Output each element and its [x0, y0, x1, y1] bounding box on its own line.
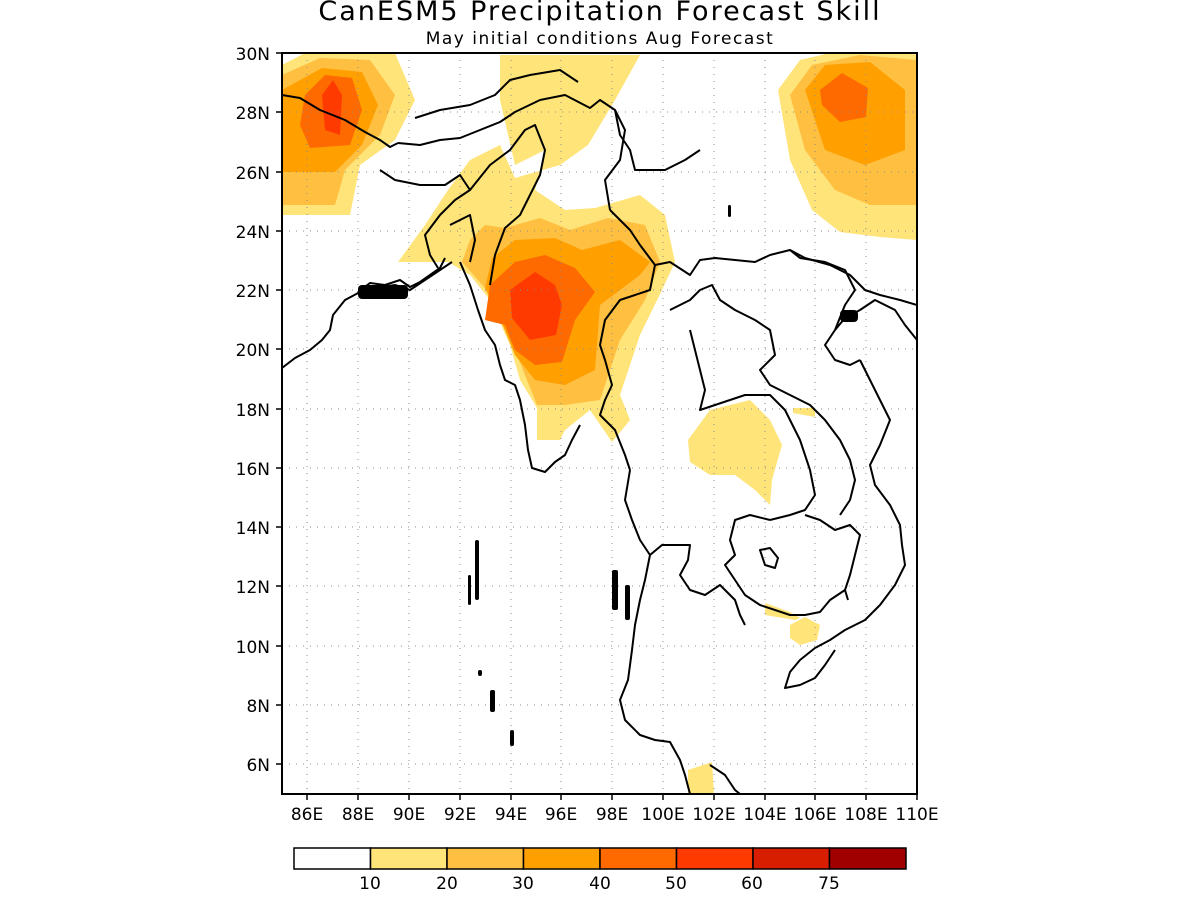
islands: [358, 205, 858, 746]
lon-label: 102E: [692, 805, 735, 825]
lon-label: 88E: [342, 805, 374, 825]
skill-region-myanmar: [398, 55, 675, 442]
island: [840, 310, 858, 322]
thailand-laos-mekong: [689, 329, 816, 521]
lat-label: 8N: [246, 697, 270, 717]
laos-border: [654, 249, 917, 306]
island: [468, 575, 471, 605]
map-frame: [281, 52, 918, 795]
thailand-west: [624, 469, 746, 626]
lon-label: 96E: [545, 805, 577, 825]
lat-label: 22N: [236, 282, 270, 302]
lat-label: 30N: [236, 45, 270, 65]
skill-contour-50: [322, 80, 342, 135]
malay-peninsula: [619, 554, 741, 794]
laos-interior: [669, 284, 856, 516]
colorbar-swatch: [828, 847, 907, 870]
colorbar-swatch: [599, 847, 678, 870]
island: [475, 540, 479, 600]
latitude-labels: 30N 28N 26N 24N 22N 20N 18N 16N 14N 12N …: [236, 45, 270, 776]
colorbar-swatches: [293, 847, 907, 870]
island: [625, 585, 630, 620]
india-east-coast: [282, 261, 453, 369]
lat-label: 10N: [236, 638, 270, 658]
nepal-border: [282, 94, 399, 148]
skill-shading: [282, 53, 917, 794]
lon-label: 100E: [641, 805, 684, 825]
map-title: CanESM5 Precipitation Forecast Skill: [318, 0, 882, 27]
lon-label: 104E: [743, 805, 786, 825]
bangladesh-delta: [357, 257, 446, 293]
island: [358, 285, 408, 299]
skill-contour-40: [820, 73, 868, 122]
colorbar-tick-label: 50: [665, 874, 687, 894]
skill-contour-10: [790, 617, 820, 645]
colorbar-swatch: [369, 847, 448, 870]
longitude-labels: 86E 88E 90E 92E 94E 96E 98E 100E 102E 10…: [291, 805, 939, 825]
skill-contour-50: [510, 272, 562, 340]
lat-label: 26N: [236, 164, 270, 184]
colorbar-tick-label: 20: [436, 874, 458, 894]
cambodia-border: [724, 514, 846, 616]
colorbar-tick-label: 10: [359, 874, 381, 894]
lon-label: 106E: [793, 805, 836, 825]
colorbar-tick-label: 40: [589, 874, 611, 894]
colorbar-swatch: [675, 847, 754, 870]
coastlines-borders: [282, 69, 917, 794]
lon-label: 94E: [495, 805, 527, 825]
skill-region-northeast: [778, 53, 917, 240]
colorbar-tick-label: 60: [741, 874, 763, 894]
lat-label: 16N: [236, 460, 270, 480]
skill-region-northwest: [282, 53, 415, 215]
skill-contour-10: [793, 408, 815, 417]
colorbar-swatch: [293, 847, 372, 870]
lat-label: 20N: [236, 341, 270, 361]
lat-label: 12N: [236, 578, 270, 598]
lon-label: 110E: [895, 805, 938, 825]
lat-label: 28N: [236, 104, 270, 124]
colorbar: 10 20 30 40 50 60 75: [293, 847, 907, 894]
colorbar-swatch: [522, 847, 601, 870]
myanmar-east-border: [599, 209, 656, 471]
island: [490, 690, 495, 712]
island: [510, 730, 514, 746]
colorbar-tick-label: 30: [512, 874, 534, 894]
tonle-sap: [759, 547, 779, 569]
island: [478, 670, 482, 676]
bhutan-border: [414, 69, 579, 119]
map-subtitle: May initial conditions Aug Forecast: [425, 29, 775, 49]
lon-label: 90E: [393, 805, 425, 825]
skill-region-cambodia: [688, 603, 820, 794]
lon-label: 98E: [596, 805, 628, 825]
skill-contour-10: [688, 762, 714, 794]
lon-label: 92E: [444, 805, 476, 825]
lat-label: 14N: [236, 519, 270, 539]
china-border: [614, 109, 701, 171]
lon-label: 108E: [844, 805, 887, 825]
colorbar-labels: 10 20 30 40 50 60 75: [359, 874, 840, 894]
lat-label: 24N: [236, 223, 270, 243]
island: [612, 570, 618, 610]
himalaya-border: [397, 94, 626, 211]
lon-label: 86E: [291, 805, 323, 825]
colorbar-swatch: [446, 847, 525, 870]
lat-label: 18N: [236, 401, 270, 421]
cambodia-vietnam-border: [804, 514, 861, 601]
colorbar-tick-label: 75: [818, 874, 840, 894]
lat-label: 6N: [246, 756, 270, 776]
northeast-india-border: [469, 124, 546, 286]
skill-contour-10: [688, 400, 782, 505]
axis-ticks: [276, 52, 918, 800]
island: [728, 205, 731, 217]
skill-region-thailand: [688, 400, 815, 505]
vietnam-north-border: [789, 249, 861, 366]
myanmar-west-coast: [459, 261, 581, 473]
colorbar-swatch: [752, 847, 831, 870]
